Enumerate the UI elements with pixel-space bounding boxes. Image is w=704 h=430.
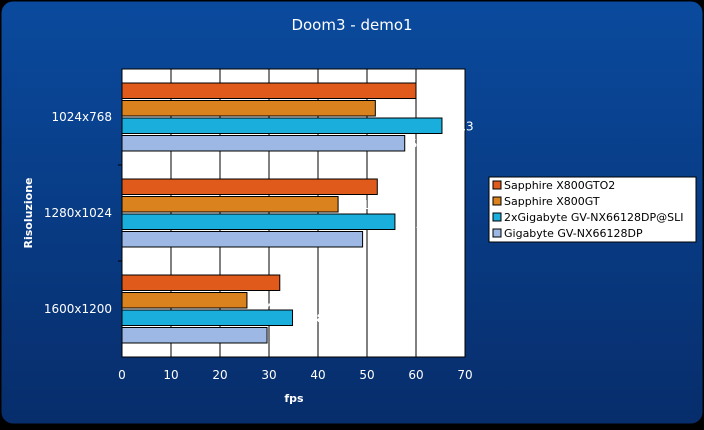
gridlines xyxy=(118,69,466,357)
x-tick-label: 30 xyxy=(261,368,276,382)
plot-area xyxy=(121,68,466,358)
x-tick-label: 60 xyxy=(408,368,423,382)
bar-value-label: 60 xyxy=(421,84,436,98)
bar xyxy=(121,231,364,248)
x-tick-label: 20 xyxy=(212,368,227,382)
legend-swatch xyxy=(492,180,502,190)
category-label: 1024x768 xyxy=(51,110,112,124)
value-labels: 60 51,7 65,3 57,7 52,1 44,1 55,7 49,1 32,2 25,5 34… xyxy=(252,84,474,343)
bar xyxy=(121,292,248,309)
x-axis-title: fps xyxy=(284,392,304,405)
chart-title: Doom3 - demo1 xyxy=(291,16,412,34)
bar-value-label: 49,1 xyxy=(368,233,395,247)
bar xyxy=(121,213,396,230)
legend-label: Sapphire X800GTO2 xyxy=(504,179,615,192)
bar-value-label: 34,8 xyxy=(298,311,325,325)
bar xyxy=(121,82,417,99)
bar xyxy=(121,327,268,344)
bar xyxy=(121,117,443,134)
x-tick-label: 50 xyxy=(359,368,374,382)
y-axis-title: Risoluzione xyxy=(22,178,35,249)
legend-label: Sapphire X800GT xyxy=(504,195,600,208)
bar xyxy=(121,178,378,195)
category-label: 1280x1024 xyxy=(44,206,112,220)
bar xyxy=(121,309,294,326)
x-tick-label: 0 xyxy=(118,368,126,382)
legend-label: Gigabyte GV-NX66128DP xyxy=(504,227,643,240)
category-label: 1600x1200 xyxy=(44,302,112,316)
bar-value-label: 25,5 xyxy=(252,294,279,308)
bar-value-label: 55,7 xyxy=(400,215,427,229)
bar-value-label: 52,1 xyxy=(382,180,409,194)
x-axis-ticks: 0 10 20 30 40 50 60 70 xyxy=(118,368,472,382)
legend-swatch xyxy=(492,212,502,222)
bar xyxy=(121,196,339,213)
bar-value-label: 51,7 xyxy=(380,102,407,116)
legend-label: 2xGigabyte GV-NX66128DP@SLI xyxy=(504,211,683,224)
bar-value-label: 44,1 xyxy=(343,198,370,212)
category-labels: 1024x768 1280x1024 1600x1200 xyxy=(44,110,112,316)
bar-value-label: 57,7 xyxy=(410,137,437,151)
bar-value-label: 32,2 xyxy=(285,276,312,290)
bar xyxy=(121,135,406,152)
x-tick-label: 10 xyxy=(163,368,178,382)
legend-swatch xyxy=(492,196,502,206)
bar xyxy=(121,100,376,117)
x-tick-label: 40 xyxy=(310,368,325,382)
legend: Sapphire X800GTO2 Sapphire X800GT 2xGigaby… xyxy=(488,176,697,243)
bar-value-label: 65,3 xyxy=(447,119,474,133)
bar xyxy=(121,274,281,291)
bar-value-label: 29,6 xyxy=(272,329,299,343)
x-tick-label: 70 xyxy=(457,368,472,382)
bars xyxy=(121,82,443,344)
legend-swatch xyxy=(492,228,502,238)
legend-items: Sapphire X800GTO2 Sapphire X800GT 2xGigaby… xyxy=(492,179,683,240)
legend-box xyxy=(488,176,697,243)
